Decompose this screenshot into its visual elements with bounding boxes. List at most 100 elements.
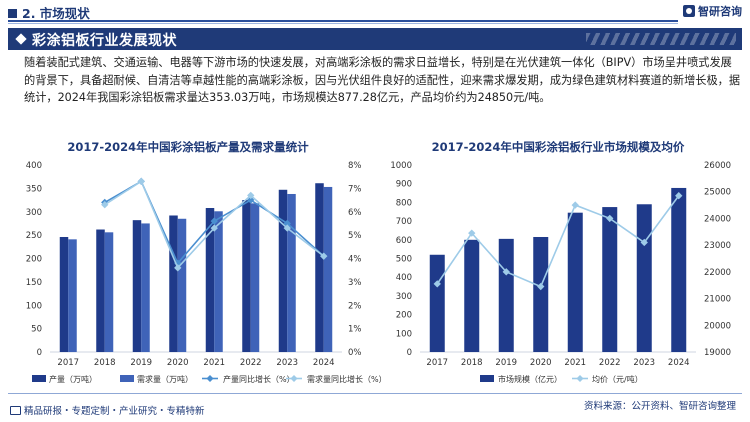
section-title: 2. 市场现状: [8, 3, 90, 22]
chart2-x-tick: 2023: [633, 358, 655, 368]
chart2-y-tick: 0: [407, 348, 412, 358]
chart2-y-tick: 400: [396, 273, 412, 283]
chart1-bar: [250, 203, 260, 352]
top-header: 2. 市场现状 智研咨询: [0, 0, 750, 24]
chart1-y-tick: 0: [37, 348, 42, 358]
chart1-y2-tick: 0%: [348, 348, 362, 358]
chart2-bar: [636, 204, 652, 352]
chart2-x-tick: 2017: [426, 358, 448, 368]
chart1-x-tick: 2021: [203, 358, 225, 368]
chart1-legend-swatch: [120, 375, 134, 382]
brand-logo: 智研咨询: [683, 3, 742, 19]
section-title-text: 2. 市场现状: [22, 6, 90, 21]
chart2-y-tick: 800: [396, 198, 412, 208]
chart1-y2-tick: 8%: [348, 161, 362, 171]
chart1-bar: [205, 208, 215, 352]
chart2-y2-tick: 19000: [704, 348, 731, 358]
chart2-price-point: [433, 280, 441, 288]
chart2-price-point: [468, 229, 476, 237]
chart1-bar: [278, 189, 288, 352]
chart2-price-point: [675, 192, 683, 200]
chart1-bar: [96, 229, 105, 352]
chart2-legend-label: 市场规模（亿元）: [498, 374, 562, 384]
chart2-bar: [429, 254, 445, 352]
chart1-x-tick: 2019: [130, 358, 152, 368]
chart1-series2-point: [210, 217, 218, 225]
banner-title: 彩涂铝板行业发展现状: [32, 33, 177, 49]
chart1-series3-point: [320, 252, 328, 260]
chart1-y-tick: 250: [26, 231, 42, 241]
chart2-bar: [671, 187, 687, 352]
chart2-y2-tick: 25000: [704, 188, 731, 198]
chart1-bar: [132, 220, 142, 352]
chart2-y2-tick: 23000: [704, 241, 731, 251]
chart1-series3-point: [137, 177, 145, 186]
chart2-y2-tick: 20000: [704, 321, 731, 331]
chart2-y2-tick: 26000: [704, 161, 731, 171]
source-note: 资料来源：公开资料、智研咨询整理: [583, 401, 736, 412]
chart2-x-tick: 2024: [668, 358, 690, 368]
chart1-y2-tick: 4%: [348, 255, 362, 265]
chart1-y-tick: 50: [31, 325, 42, 335]
chart1-y2-tick: 3%: [348, 278, 362, 288]
chart1-bar: [169, 215, 178, 352]
chart1-y2-tick: 2%: [348, 301, 362, 311]
chart2-x-tick: 2018: [461, 358, 483, 368]
chart2-y-tick: 700: [396, 217, 412, 227]
chart2-bar: [498, 238, 514, 352]
summary-paragraph: 随着装配式建筑、交通运输、电器等下游市场的快速发展，对高端彩涂板的需求日益增长，…: [24, 56, 741, 104]
chart2-legend-marker: [576, 374, 584, 383]
chart1-series3-point: [283, 224, 291, 232]
chart2-y-tick: 500: [396, 255, 412, 265]
chart2-y2-tick: 22000: [704, 268, 731, 278]
chart1-y-tick: 300: [26, 208, 42, 218]
chart2-price-point: [537, 282, 545, 291]
chart1-y2-tick: 7%: [348, 184, 362, 194]
chart2-price-point: [640, 238, 648, 247]
chart2-y2-tick: 21000: [704, 295, 731, 305]
report-icon: [10, 405, 21, 415]
chart1-x-tick: 2022: [240, 358, 262, 368]
chart1-legend-label: 需求量（万吨）: [137, 374, 193, 384]
chart2-bar: [464, 239, 480, 352]
chart1-y2-tick: 6%: [348, 208, 362, 218]
chart1-bar: [214, 211, 223, 352]
chart1-bar: [242, 200, 251, 352]
chart2-x-tick: 2020: [530, 358, 552, 368]
chart1-bar: [287, 193, 296, 352]
chart1-x-tick: 2017: [57, 358, 79, 368]
chart1-x-tick: 2018: [94, 358, 116, 368]
chart1-y-tick: 200: [26, 255, 42, 265]
square-icon: [8, 9, 17, 18]
chart1-legend-label: 产量同比增长（%）: [223, 374, 295, 384]
chart1-y2-tick: 1%: [348, 325, 362, 335]
chart2-y2-tick: 24000: [704, 214, 731, 224]
logo-text: 智研咨询: [698, 5, 742, 18]
chart1-legend-label: 需求量同比增长（%）: [307, 374, 387, 384]
chart1-bar: [68, 239, 77, 352]
chart2-price-point: [502, 268, 510, 276]
footer-left-text: 精品研报・专题定制・产业研究・专精特新: [24, 406, 205, 417]
chart2-x-tick: 2022: [599, 358, 621, 368]
chart2-price-line: [436, 195, 680, 288]
chart1-legend-marker: [290, 374, 298, 383]
chart1-x-tick: 2023: [276, 358, 298, 368]
chart2-legend-label: 均价（元/吨）: [592, 374, 643, 384]
chart1-bar: [177, 218, 187, 352]
banner-stripes: [586, 33, 736, 45]
chart1-x-tick: 2020: [167, 358, 189, 368]
chart1-x-tick: 2024: [313, 358, 335, 368]
chart2-y-tick: 100: [396, 329, 412, 339]
chart2-x-tick: 2019: [495, 358, 517, 368]
chart1-bar: [323, 186, 333, 352]
chart2-price-point: [606, 214, 614, 223]
chart1-legend-marker: [206, 374, 214, 383]
title-banner: 彩涂铝板行业发展现状: [8, 28, 742, 50]
chart1-legend-swatch: [32, 375, 46, 382]
logo-mark-icon: [683, 5, 695, 17]
header-divider-thin: [8, 23, 678, 24]
chart1-bar: [104, 232, 114, 352]
chart1-bar: [141, 223, 150, 352]
chart1-bar: [315, 183, 324, 352]
